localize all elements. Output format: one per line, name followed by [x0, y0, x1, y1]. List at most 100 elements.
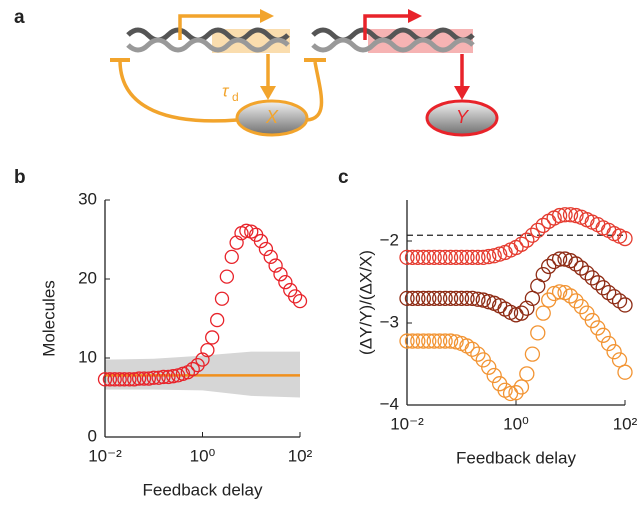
data-point — [453, 290, 470, 307]
data-point — [459, 249, 475, 266]
data-point — [459, 290, 475, 307]
panel-label: b — [14, 167, 26, 188]
y-axis-label: (ΔY/Y)/(ΔX/X) — [356, 250, 375, 355]
data-point — [606, 344, 622, 360]
data-point — [404, 290, 421, 307]
promoter-arrow — [178, 14, 262, 40]
data-point — [214, 291, 230, 306]
data-point — [579, 265, 595, 281]
data-point — [161, 369, 176, 385]
data-point — [151, 370, 166, 385]
data-point — [442, 333, 459, 349]
data-point — [278, 275, 293, 290]
data-point — [513, 305, 530, 321]
data-point — [432, 333, 448, 349]
arrowhead — [454, 86, 470, 100]
data-point — [595, 327, 611, 343]
data-point — [568, 256, 584, 272]
data-point — [122, 372, 137, 387]
data-point — [590, 275, 606, 291]
data-point — [606, 289, 622, 305]
data-point — [107, 372, 122, 387]
data-point — [513, 379, 530, 395]
data-point — [146, 370, 161, 385]
x-tick-label: 10⁰ — [190, 446, 216, 465]
data-point — [470, 346, 486, 362]
promoter-arrow — [363, 14, 410, 40]
data-point — [404, 249, 421, 266]
data-point — [562, 288, 579, 304]
node-y — [425, 99, 499, 137]
data-point — [442, 290, 459, 307]
data-point — [224, 249, 239, 265]
node-label: Y — [456, 107, 470, 127]
delay-subscript: d — [232, 90, 239, 104]
x-tick-label: 10² — [613, 414, 638, 433]
dna-strand — [126, 37, 290, 53]
data-point — [287, 289, 303, 304]
data-point — [273, 267, 288, 282]
data-point — [535, 217, 551, 234]
data-point — [210, 312, 225, 328]
data-point — [475, 249, 491, 266]
data-point — [562, 207, 579, 223]
data-point — [166, 369, 181, 384]
data-point — [464, 249, 480, 266]
data-point — [421, 249, 437, 266]
data-point — [464, 341, 480, 357]
data-point — [432, 290, 448, 307]
data-point — [426, 333, 442, 349]
y-tick-label: −2 — [380, 230, 399, 249]
data-point — [426, 290, 442, 307]
data-point — [573, 260, 589, 276]
data-point — [541, 258, 557, 275]
data-point — [200, 342, 215, 358]
data-point — [421, 290, 437, 307]
data-point — [205, 330, 220, 345]
y-tick-label: −3 — [380, 312, 399, 331]
data-point — [551, 207, 568, 224]
arrowhead — [408, 9, 422, 23]
data-point — [112, 372, 127, 387]
feedback-arc — [306, 61, 324, 122]
data-point — [448, 249, 464, 266]
node-x — [235, 99, 309, 137]
data-point — [486, 367, 502, 384]
data-point — [453, 249, 470, 266]
data-point — [410, 333, 426, 349]
data-point — [219, 269, 235, 284]
data-point — [470, 291, 486, 307]
data-point — [190, 357, 205, 373]
data-point — [508, 385, 524, 401]
data-point — [136, 371, 152, 386]
data-point — [410, 290, 426, 307]
feedback-arc — [118, 59, 238, 123]
delay-label: τ — [222, 81, 230, 100]
data-point — [404, 333, 421, 349]
data-point — [557, 207, 573, 223]
data-point — [410, 249, 426, 266]
y-tick-label: 20 — [78, 268, 97, 287]
data-point — [568, 293, 584, 309]
data-point — [551, 284, 568, 300]
data-point — [600, 285, 617, 301]
data-point — [195, 352, 210, 367]
data-point — [551, 251, 568, 267]
data-point — [557, 251, 573, 267]
x-tick-label: 10² — [288, 446, 313, 465]
data-point — [415, 333, 432, 349]
data-point — [535, 266, 551, 283]
data-point — [131, 371, 147, 386]
data-point — [481, 359, 497, 375]
data-point — [530, 325, 546, 341]
data-point — [253, 233, 269, 249]
y-tick-label: 0 — [88, 426, 97, 445]
data-point — [464, 290, 480, 307]
data-point — [611, 293, 628, 309]
x-tick-label: 10⁻² — [390, 414, 424, 433]
data-point — [448, 290, 464, 307]
y-tick-label: 10 — [78, 347, 97, 366]
data-point — [524, 227, 541, 243]
data-point — [595, 280, 611, 296]
data-point — [437, 333, 453, 349]
